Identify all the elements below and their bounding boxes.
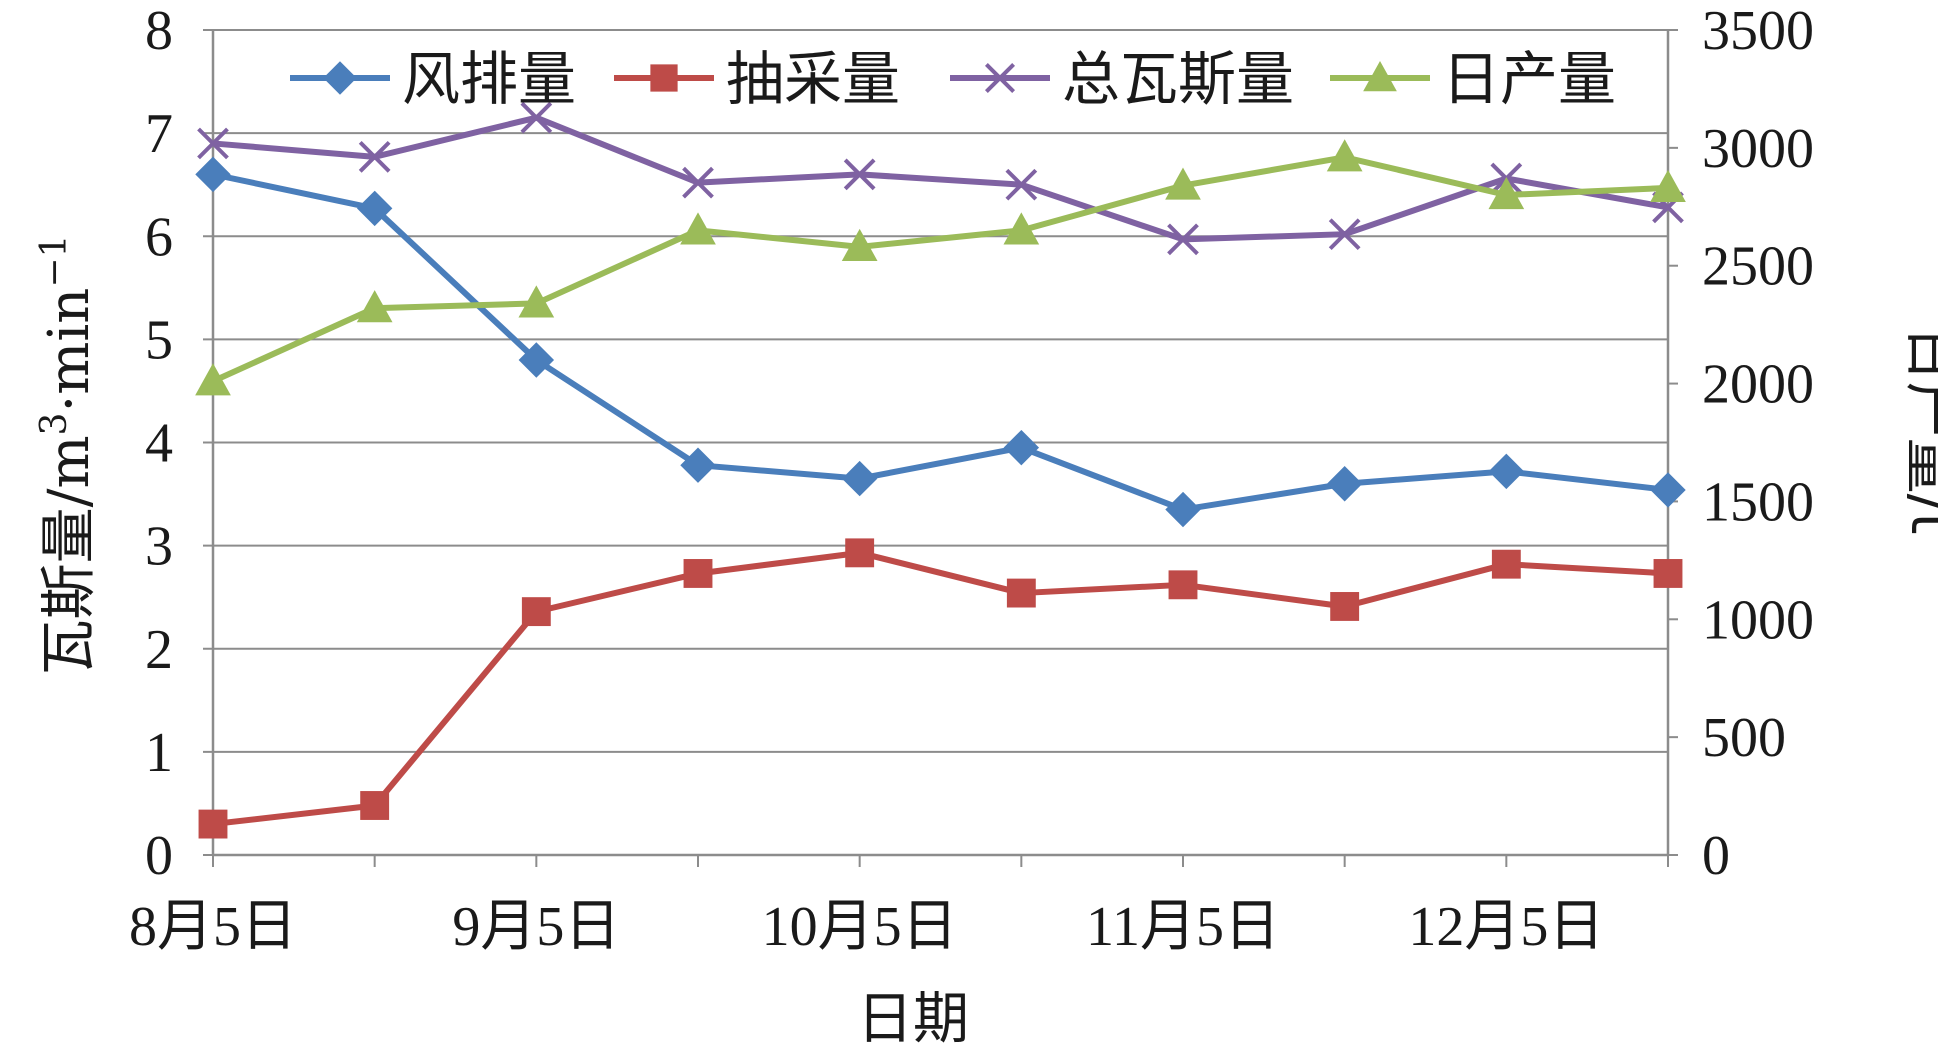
- data-point: [1326, 466, 1363, 502]
- x-tick-label: 11月5日: [1086, 896, 1280, 958]
- data-point: [1328, 218, 1361, 251]
- data-point: [356, 290, 393, 323]
- right-tick-label: 2500: [1702, 236, 1814, 298]
- left-axis-ticks: 0 1 2 3 4 5 6 7 8: [145, 0, 213, 887]
- legend-item: 日产量: [1330, 45, 1616, 113]
- left-tick-label: 6: [145, 206, 173, 268]
- legend-label: 风排量: [402, 45, 576, 113]
- right-tick-label: 2000: [1702, 354, 1814, 416]
- data-point: [841, 460, 878, 497]
- data-point: [518, 285, 555, 318]
- gridlines: [213, 29, 1668, 753]
- right-tick-label: 3500: [1702, 0, 1814, 62]
- data-point: [1003, 212, 1040, 245]
- left-tick-label: 3: [145, 516, 173, 578]
- series-line: [212, 114, 1669, 243]
- left-tick-label: 5: [145, 309, 173, 371]
- data-point: [841, 228, 878, 261]
- legend-label: 总瓦斯量: [1062, 45, 1294, 113]
- legend: 风排量 抽采量 总瓦斯量 日产量: [290, 45, 1616, 113]
- series-triangle: [195, 139, 1686, 396]
- legend-item: 总瓦斯量: [950, 45, 1294, 113]
- legend-item: 风排量: [290, 45, 576, 113]
- data-point: [1650, 169, 1686, 203]
- series-square: [198, 538, 1683, 839]
- data-point: [1330, 592, 1360, 621]
- data-point: [1167, 223, 1199, 256]
- right-tick-label: 3000: [1702, 118, 1814, 180]
- data-point: [1003, 429, 1040, 466]
- data-point: [1491, 549, 1521, 579]
- left-axis-title-mid: ·min: [37, 288, 102, 413]
- data-point: [360, 791, 390, 820]
- left-tick-label: 2: [145, 619, 173, 681]
- left-tick-label: 1: [145, 722, 173, 784]
- right-tick-label: 1000: [1702, 589, 1814, 651]
- legend-marker: [984, 62, 1016, 94]
- left-tick-label: 8: [145, 0, 173, 62]
- data-point: [1168, 570, 1198, 600]
- data-point: [1165, 491, 1201, 528]
- x-axis-title: 日期: [857, 987, 969, 1047]
- left-tick-label: 4: [145, 413, 173, 475]
- x-tick-label: 9月5日: [452, 896, 620, 958]
- data-point: [1653, 559, 1683, 588]
- right-tick-label: 1500: [1702, 471, 1814, 533]
- data-point: [680, 212, 716, 245]
- left-axis-title-prefix: 瓦斯量/m: [37, 435, 102, 675]
- data-point: [1165, 167, 1201, 200]
- right-tick-label: 500: [1702, 707, 1786, 769]
- data-point: [198, 809, 228, 839]
- legend-marker: [323, 61, 357, 95]
- data-point: [680, 447, 716, 483]
- legend-marker: [650, 64, 678, 92]
- x-axis-ticks: 8月5日 9月5日 10月5日 11月5日 12月5日: [129, 855, 1669, 958]
- data-point: [1005, 168, 1038, 201]
- data-point: [358, 140, 391, 173]
- data-point: [197, 127, 229, 160]
- data-point: [518, 342, 555, 378]
- data-point: [843, 158, 876, 191]
- series-x: [197, 101, 1684, 256]
- x-tick-label: 8月5日: [129, 896, 297, 958]
- data-point: [195, 363, 231, 396]
- legend-label: 抽采量: [726, 45, 900, 113]
- series-diamond: [195, 156, 1686, 528]
- legend-label: 日产量: [1442, 45, 1616, 113]
- data-point: [1326, 139, 1363, 172]
- left-tick-label: 7: [145, 103, 173, 165]
- right-axis-title: 日产量/t: [1898, 326, 1938, 535]
- data-point: [683, 559, 713, 588]
- x-tick-label: 12月5日: [1408, 896, 1604, 958]
- series-line: [211, 154, 1669, 384]
- series-group: [195, 101, 1686, 839]
- left-axis-title-sup2: −1: [34, 235, 75, 288]
- left-axis-title: 瓦斯量/m3·min−1: [34, 235, 102, 676]
- legend-marker: [1363, 60, 1397, 92]
- data-point: [1650, 472, 1686, 508]
- right-axis-ticks: 0 500 1000 1500 2000 2500 3000 3500: [1668, 0, 1814, 887]
- data-point: [682, 166, 714, 199]
- left-axis-title-sup1: 3: [34, 413, 75, 436]
- data-point: [1006, 578, 1036, 608]
- data-point: [1488, 453, 1525, 490]
- data-point: [845, 538, 875, 568]
- series-line: [212, 549, 1669, 828]
- data-point: [521, 597, 551, 627]
- data-point: [195, 156, 231, 193]
- x-tick-label: 10月5日: [762, 896, 958, 958]
- data-point: [356, 190, 393, 227]
- right-tick-label: 0: [1702, 825, 1730, 887]
- data-point: [520, 101, 553, 134]
- legend-item: 抽采量: [614, 45, 900, 113]
- left-tick-label: 0: [145, 825, 173, 887]
- series-line: [212, 171, 1669, 513]
- data-point: [1488, 176, 1525, 210]
